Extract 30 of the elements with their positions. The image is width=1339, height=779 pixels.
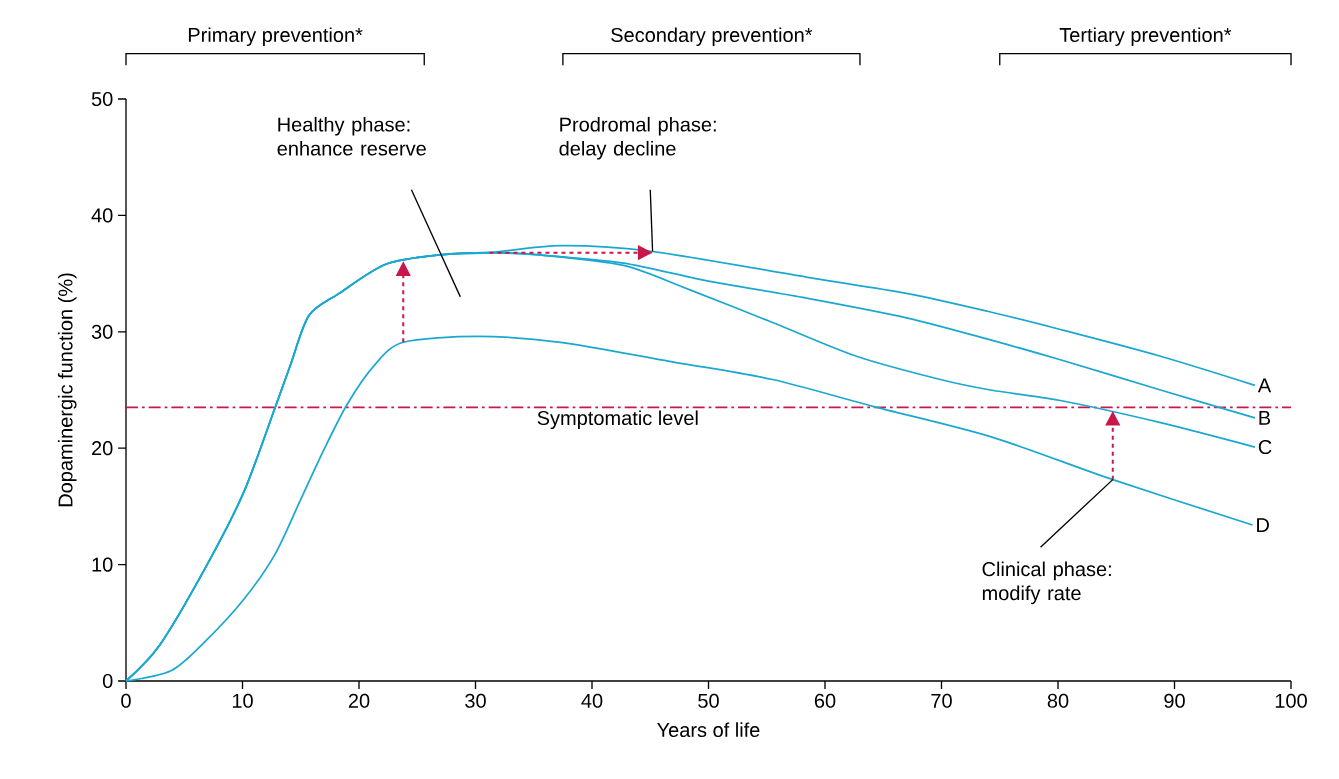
ref-line-label: Symptomatic level [537, 410, 698, 430]
y-tick-label: 40 [91, 208, 113, 223]
x-axis-title: Years of life [657, 722, 760, 738]
x-tick-label: 10 [232, 693, 253, 708]
text: Tertiary prevention* [1059, 27, 1232, 47]
series-label: C [1258, 439, 1272, 455]
y-tick-label: 20 [92, 441, 113, 456]
x-tick-label: 30 [465, 693, 486, 708]
series-label: D [1257, 518, 1269, 532]
y-tick-label: 0 [102, 673, 113, 689]
series-label: A [1257, 378, 1272, 393]
annotation: Prodromal phase: delay decline [559, 116, 716, 160]
x-tick-label: 50 [698, 693, 719, 708]
y-axis-title: Dopaminergic function (%) [57, 273, 77, 507]
series-label: B [1259, 411, 1271, 425]
x-tick-label: 40 [581, 693, 603, 708]
y-tick-label: 30 [91, 324, 113, 339]
y-tick-label: 50 [91, 91, 113, 107]
y-tick-label: 10 [92, 557, 113, 572]
annotation: Clinical phase: modify rate [982, 561, 1111, 605]
text: Primary prevention* [188, 27, 363, 47]
x-tick-label: 0 [121, 693, 131, 708]
x-tick-label: 20 [348, 693, 370, 708]
annotation: Healthy phase: enhance reserve [277, 116, 426, 156]
x-tick-label: 60 [814, 693, 836, 708]
x-tick-label: 70 [931, 693, 952, 708]
x-tick-label: 90 [1164, 693, 1185, 708]
text: Secondary prevention* [611, 27, 813, 47]
x-tick-label: 100 [1275, 693, 1307, 708]
x-tick-label: 80 [1047, 693, 1069, 708]
